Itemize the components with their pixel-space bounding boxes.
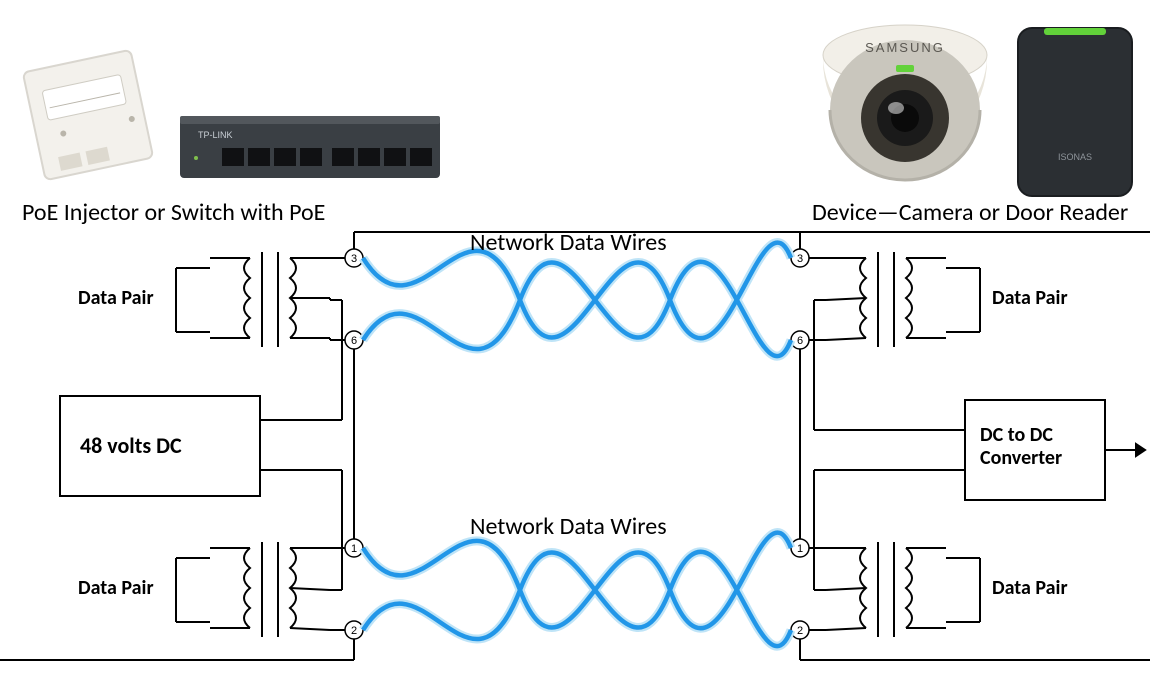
supply-label: 48 volts DC xyxy=(80,432,182,459)
converter-label: DC to DC Converter xyxy=(980,424,1062,470)
svg-text:2: 2 xyxy=(797,625,803,637)
source-caption: PoE Injector or Switch with PoE xyxy=(22,198,325,227)
twisted-pair-top xyxy=(363,243,791,357)
wire-label-top: Network Data Wires xyxy=(470,228,667,257)
wire-label-bottom: Network Data Wires xyxy=(470,512,667,541)
device-caption: Device—Camera or Door Reader xyxy=(812,198,1128,227)
data-pair-bottom-left: Data Pair xyxy=(78,576,154,600)
svg-text:6: 6 xyxy=(351,335,357,347)
svg-text:3: 3 xyxy=(797,253,803,265)
network-switch-icon: TP-LINK xyxy=(180,116,440,178)
transformers xyxy=(210,252,946,637)
svg-text:TP-LINK: TP-LINK xyxy=(198,130,233,140)
svg-text:3: 3 xyxy=(351,253,357,265)
twisted-pair-bottom xyxy=(363,533,791,647)
data-pair-top-left: Data Pair xyxy=(78,286,154,310)
door-reader-icon: ISONAS xyxy=(1018,28,1132,196)
data-pair-bottom-right: Data Pair xyxy=(992,576,1068,600)
poe-injector-icon xyxy=(23,50,153,180)
reader-brand-label: ISONAS xyxy=(1058,152,1092,162)
data-pair-top-right: Data Pair xyxy=(992,286,1068,310)
dome-camera-icon: SAMSUNG xyxy=(823,25,987,180)
svg-text:1: 1 xyxy=(351,543,357,555)
svg-text:6: 6 xyxy=(797,335,803,347)
camera-brand-label: SAMSUNG xyxy=(865,40,945,55)
svg-text:2: 2 xyxy=(351,625,357,637)
svg-text:1: 1 xyxy=(797,543,803,555)
